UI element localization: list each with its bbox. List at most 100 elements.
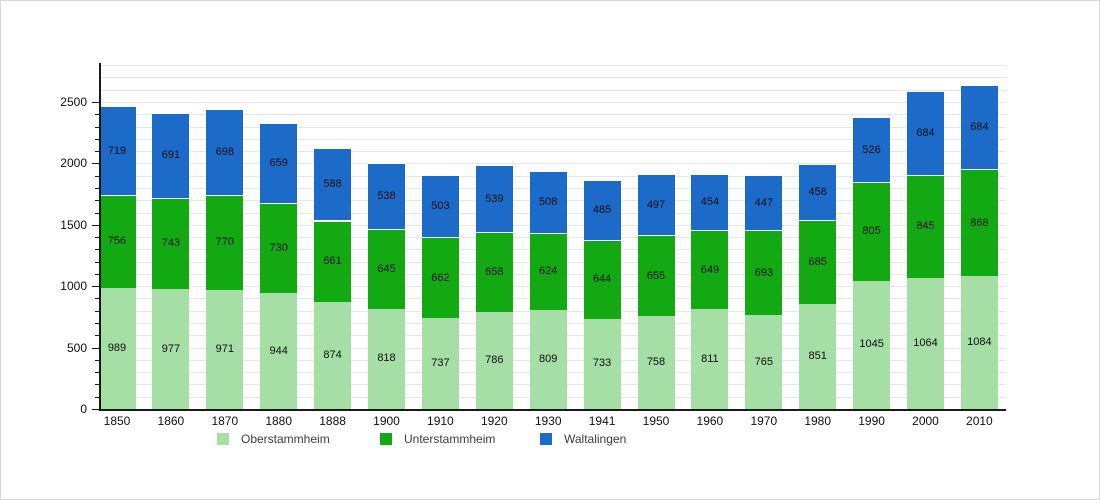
y-major-tick bbox=[92, 409, 99, 410]
grid-line bbox=[101, 163, 1006, 165]
bar-value-label: 454 bbox=[700, 195, 720, 208]
bar-value-label: 645 bbox=[377, 262, 396, 275]
x-axis-label-1980: 1980 bbox=[804, 414, 832, 428]
bar-segment-oberstammheim-1900: 818 bbox=[368, 308, 405, 409]
x-axis-label-1950: 1950 bbox=[642, 414, 670, 428]
x-axis-label-1870: 1870 bbox=[211, 414, 239, 428]
y-axis-label-500: 500 bbox=[66, 340, 87, 355]
y-minor-tick bbox=[95, 310, 99, 312]
grid-line bbox=[101, 77, 1006, 79]
bar-value-label: 685 bbox=[808, 256, 827, 269]
y-major-tick bbox=[92, 347, 99, 349]
bar-value-label: 730 bbox=[269, 242, 288, 255]
bar-segment-waltalingen-1941: 485 bbox=[583, 180, 621, 240]
bar-value-label: 811 bbox=[701, 352, 719, 365]
y-axis-line bbox=[99, 63, 101, 411]
bar-segment-waltalingen-1880: 659 bbox=[260, 122, 298, 204]
x-axis-label-1941: 1941 bbox=[588, 414, 616, 428]
chart-legend: Oberstammheim Unterstammheim Waltalingen bbox=[1, 431, 1099, 451]
legend-label-oberstammheim: Oberstammheim bbox=[241, 432, 330, 446]
bar-value-label: 818 bbox=[377, 352, 396, 365]
y-minor-tick bbox=[95, 335, 99, 337]
y-minor-tick bbox=[95, 237, 99, 239]
bar-value-label: 756 bbox=[107, 235, 127, 248]
bar-segment-waltalingen-1970: 447 bbox=[745, 175, 783, 230]
bar-segment-waltalingen-1920: 539 bbox=[475, 165, 513, 232]
bar-value-label: 989 bbox=[107, 341, 127, 354]
bar-value-label: 971 bbox=[215, 342, 234, 355]
y-major-tick bbox=[92, 224, 99, 226]
bar-segment-oberstammheim-1910: 737 bbox=[421, 318, 459, 409]
bar-segment-waltalingen-1930: 508 bbox=[529, 170, 567, 234]
grid-line bbox=[101, 102, 1006, 103]
bar-segment-unterstammheim-1980: 685 bbox=[799, 220, 837, 305]
bar-segment-oberstammheim-1990: 1045 bbox=[853, 280, 891, 409]
y-axis-label-2500: 2500 bbox=[60, 95, 87, 109]
legend-swatch-unterstammheim bbox=[380, 433, 392, 445]
bar-value-label: 758 bbox=[646, 355, 666, 368]
y-major-tick bbox=[92, 163, 99, 165]
bar-segment-waltalingen-1870: 698 bbox=[206, 109, 244, 196]
bar-segment-unterstammheim-1880: 730 bbox=[260, 203, 298, 294]
bar-value-label: 684 bbox=[916, 126, 935, 139]
y-minor-tick bbox=[95, 175, 99, 177]
x-axis-label-1990: 1990 bbox=[858, 414, 885, 428]
bar-segment-waltalingen-1900: 538 bbox=[368, 163, 405, 230]
y-minor-tick bbox=[95, 212, 99, 214]
y-axis-label-2000: 2000 bbox=[60, 156, 87, 171]
grid-line bbox=[101, 89, 1006, 91]
x-axis-label-1860: 1860 bbox=[157, 414, 185, 428]
bar-value-label: 458 bbox=[808, 186, 827, 199]
bar-value-label: 1045 bbox=[859, 338, 884, 351]
y-axis-label-1000: 1000 bbox=[60, 279, 87, 294]
bar-segment-waltalingen-1990: 526 bbox=[853, 117, 891, 182]
bar-segment-oberstammheim-1860: 977 bbox=[152, 289, 190, 409]
y-minor-tick bbox=[95, 200, 99, 202]
bar-segment-waltalingen-2000: 684 bbox=[907, 90, 944, 175]
y-axis-label-1500: 1500 bbox=[60, 217, 87, 232]
x-axis-label-1850: 1850 bbox=[103, 414, 131, 428]
legend-label-unterstammheim: Unterstammheim bbox=[404, 432, 496, 446]
bar-segment-unterstammheim-2010: 868 bbox=[960, 169, 998, 276]
x-axis-label-1880: 1880 bbox=[265, 414, 293, 428]
bar-value-label: 659 bbox=[269, 156, 288, 169]
bar-value-label: 485 bbox=[592, 204, 612, 217]
bar-segment-oberstammheim-2010: 1084 bbox=[960, 275, 998, 409]
bar-value-label: 649 bbox=[700, 263, 720, 276]
bar-value-label: 644 bbox=[592, 273, 612, 286]
bar-segment-unterstammheim-1850: 756 bbox=[98, 194, 136, 288]
bar-value-label: 1084 bbox=[967, 335, 992, 348]
bar-segment-oberstammheim-1960: 811 bbox=[691, 309, 729, 409]
x-axis-label-1970: 1970 bbox=[750, 414, 778, 428]
y-minor-tick bbox=[95, 359, 99, 361]
bar-segment-oberstammheim-1980: 851 bbox=[799, 304, 837, 409]
legend-item-waltalingen: Waltalingen bbox=[540, 431, 626, 447]
grid-line bbox=[101, 151, 1006, 153]
grid-line bbox=[101, 114, 1006, 116]
bar-segment-oberstammheim-2000: 1064 bbox=[907, 278, 944, 409]
bar-segment-oberstammheim-1920: 786 bbox=[475, 312, 513, 409]
bar-segment-oberstammheim-1888: 874 bbox=[314, 301, 352, 409]
bar-segment-unterstammheim-1910: 662 bbox=[421, 237, 459, 319]
y-axis-label-0: 0 bbox=[80, 402, 87, 416]
x-axis-label-1920: 1920 bbox=[480, 414, 508, 428]
bar-value-label: 765 bbox=[754, 355, 773, 368]
y-minor-tick bbox=[95, 372, 99, 374]
bar-segment-waltalingen-1888: 588 bbox=[314, 148, 352, 221]
bar-segment-waltalingen-1950: 497 bbox=[637, 174, 675, 236]
bar-value-label: 868 bbox=[970, 216, 989, 229]
bar-segment-unterstammheim-1888: 661 bbox=[314, 220, 352, 302]
bar-segment-oberstammheim-1880: 944 bbox=[260, 293, 298, 409]
bar-segment-unterstammheim-1941: 644 bbox=[583, 239, 621, 319]
x-axis-label-1888: 1888 bbox=[319, 414, 346, 428]
bar-value-label: 497 bbox=[646, 198, 666, 211]
legend-swatch-waltalingen bbox=[540, 433, 552, 445]
bar-value-label: 503 bbox=[431, 200, 450, 213]
bar-segment-oberstammheim-1870: 971 bbox=[206, 289, 244, 409]
grid-line bbox=[101, 65, 1006, 67]
bar-value-label: 809 bbox=[539, 352, 558, 365]
bar-value-label: 661 bbox=[323, 255, 342, 268]
bar-value-label: 851 bbox=[808, 350, 827, 363]
